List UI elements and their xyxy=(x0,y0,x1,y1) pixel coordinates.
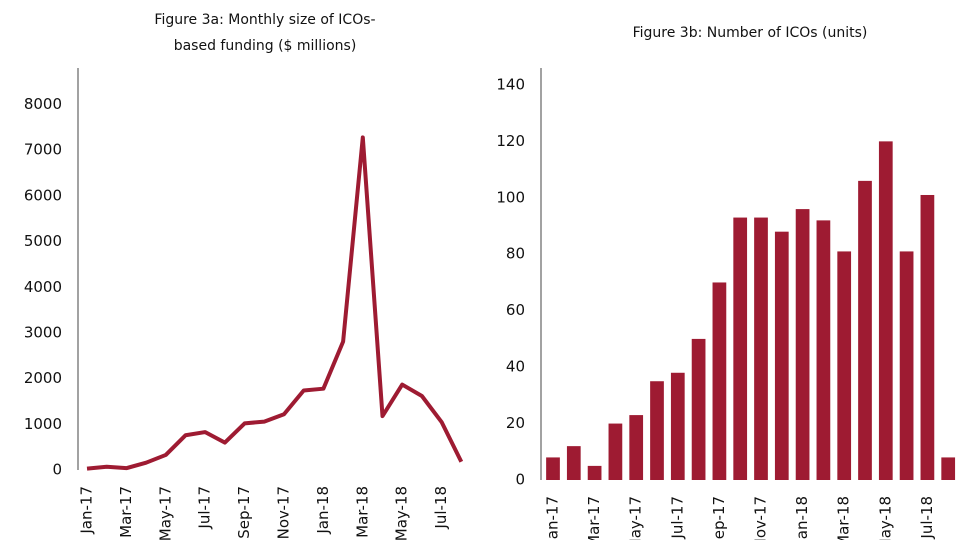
bar xyxy=(712,282,727,480)
x-tick-label: Mar-17 xyxy=(585,496,603,540)
bar xyxy=(733,217,748,480)
bar xyxy=(650,381,664,480)
y-tick-label: 20 xyxy=(506,414,525,432)
bar xyxy=(587,465,602,480)
x-tick-label: Mar-18 xyxy=(353,486,371,538)
y-tick-label: 0 xyxy=(515,471,525,489)
y-tick-label: 0 xyxy=(52,461,62,479)
bar xyxy=(920,194,935,480)
bar xyxy=(546,457,560,480)
x-tick-label: Mar-17 xyxy=(117,486,135,538)
bar xyxy=(878,141,893,480)
y-tick-label: 40 xyxy=(506,358,525,376)
bar xyxy=(670,372,685,480)
bar xyxy=(608,423,623,480)
x-tick-label: Jan-18 xyxy=(793,496,811,540)
x-tick-label: Jan-17 xyxy=(544,496,562,540)
bar xyxy=(816,220,831,481)
x-tick-label: Sep-17 xyxy=(710,496,728,540)
x-tick-label: Jan-17 xyxy=(78,486,96,535)
x-tick-label: Jul-18 xyxy=(432,486,450,530)
bar xyxy=(858,180,872,480)
y-tick-label: 60 xyxy=(506,301,525,319)
y-tick-label: 7000 xyxy=(24,141,62,159)
y-tick-label: 80 xyxy=(506,245,525,263)
bar xyxy=(774,231,789,480)
data-line xyxy=(86,135,464,471)
bar xyxy=(837,251,852,480)
x-tick-label: May-18 xyxy=(876,496,894,540)
x-tick-label: Jan-18 xyxy=(314,486,332,535)
bar xyxy=(941,457,956,480)
chart-title: Figure 3b: Number of ICOs (units) xyxy=(633,25,868,41)
y-tick-label: 4000 xyxy=(24,278,62,296)
x-tick-label: May-17 xyxy=(627,496,645,540)
y-tick-label: 5000 xyxy=(24,232,62,250)
x-tick-label: Jul-18 xyxy=(918,496,936,540)
y-tick-label: 120 xyxy=(496,132,525,150)
bar xyxy=(899,251,914,480)
chart-title: Figure 3a: Monthly size of ICOs- xyxy=(154,12,375,28)
y-tick-label: 8000 xyxy=(24,95,62,113)
chart-title: based funding ($ millions) xyxy=(174,38,357,54)
x-tick-label: May-17 xyxy=(156,486,174,540)
y-tick-label: 1000 xyxy=(24,415,62,433)
bar xyxy=(691,338,706,480)
bar xyxy=(754,217,768,480)
bar xyxy=(795,209,810,480)
y-tick-label: 100 xyxy=(496,188,525,206)
x-tick-label: Nov-17 xyxy=(275,486,293,539)
y-tick-label: 6000 xyxy=(24,186,62,204)
bar xyxy=(566,446,581,480)
x-tick-label: Jul-17 xyxy=(668,496,686,540)
x-tick-label: Jul-17 xyxy=(196,486,214,530)
bar xyxy=(629,415,644,480)
x-tick-label: Nov-17 xyxy=(752,496,770,540)
y-tick-label: 2000 xyxy=(24,369,62,387)
x-tick-label: Mar-18 xyxy=(835,496,853,540)
y-tick-label: 3000 xyxy=(24,323,62,341)
x-tick-label: May-18 xyxy=(393,486,411,540)
x-tick-label: Sep-17 xyxy=(235,486,253,539)
y-tick-label: 140 xyxy=(496,75,525,93)
